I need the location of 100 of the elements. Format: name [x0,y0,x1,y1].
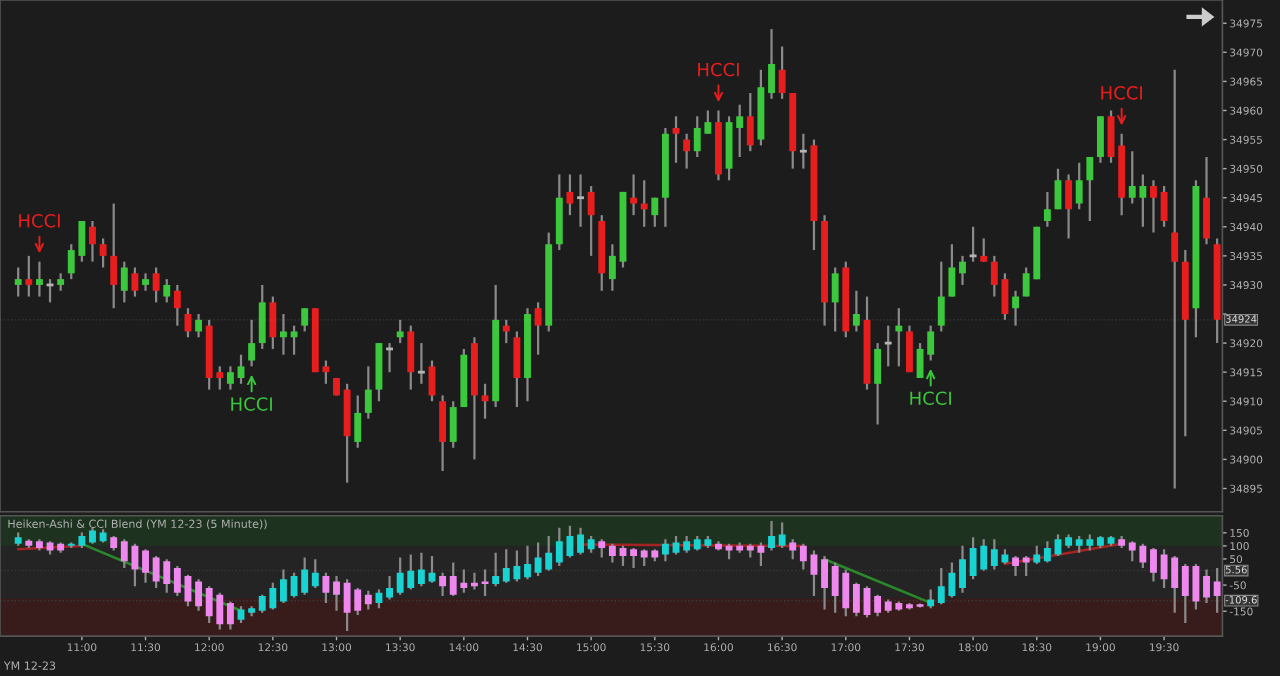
candlestick [1033,544,1041,566]
candlestick [290,324,298,356]
candlestick [789,538,797,561]
candlestick [322,571,330,605]
candlestick [142,548,149,584]
candlestick [301,307,309,333]
candlestick [386,574,394,601]
candlestick [364,365,372,420]
candlestick [534,301,542,356]
candlestick [375,588,383,610]
candlestick [152,266,160,304]
candlestick [937,260,945,333]
candlestick [683,132,691,170]
candlestick [237,353,245,385]
candlestick [173,564,181,598]
candlestick [799,542,807,571]
candlestick [269,295,277,351]
candlestick [821,554,829,611]
candlestick [874,593,882,618]
candlestick [1086,155,1094,223]
annotation: HCCI [698,62,739,77]
candlestick [778,45,786,100]
candlestick [280,568,287,605]
candlestick [672,534,680,556]
candlestick [396,318,404,345]
candlestick [354,394,362,449]
candlestick [439,394,447,473]
candlestick [311,558,319,590]
annotation: HCCI [910,391,951,406]
candlestick [1043,540,1051,564]
candlestick [1150,179,1157,234]
candlestick [1203,568,1210,605]
candlestick [852,289,860,333]
candlestick [1054,533,1062,558]
candlestick [1065,173,1073,240]
candlestick [608,542,616,564]
candlestick [99,237,107,269]
candlestick [927,324,935,362]
candlestick [416,341,427,385]
candlestick [778,521,786,550]
candlestick [768,519,775,552]
candlestick [195,312,203,339]
candlestick [120,260,128,304]
candlestick [746,91,754,153]
candlestick [364,589,372,611]
candlestick [1096,115,1104,164]
candlestick [927,588,935,610]
candlestick [1171,68,1179,490]
candlestick [142,272,149,292]
candlestick [1150,546,1157,583]
candlestick [874,341,882,426]
candlestick [407,324,415,391]
candlestick [980,237,988,263]
candlestick [555,173,563,252]
candlestick [481,568,489,598]
candlestick [1022,554,1030,578]
candlestick [226,600,234,631]
candlestick [608,243,616,292]
candlestick [1075,161,1083,211]
candlestick [768,27,775,100]
candlestick [25,254,33,298]
candlestick [959,544,966,594]
candlestick [449,400,457,449]
candlestick [89,219,96,263]
candlestick [1043,190,1051,228]
candlestick [798,132,809,170]
annotation: HCCI [1101,86,1142,100]
candlestick [513,330,521,409]
candlestick [831,266,839,333]
candlestick [1012,289,1019,327]
candlestick [35,260,43,298]
candlestick [481,382,489,420]
candlestick [248,318,256,368]
candlestick [672,115,680,164]
candlestick [524,544,531,581]
candlestick [577,526,584,556]
candlestick [439,571,447,598]
candlestick [173,283,181,327]
candlestick [575,173,586,228]
candlestick [1203,155,1210,246]
candlestick [1012,554,1019,578]
candlestick [959,254,966,287]
candlestick [163,278,171,304]
candlestick [14,266,22,298]
candlestick [598,538,606,559]
candlestick [661,538,669,563]
candlestick [852,581,860,618]
annotation: HCCI [231,397,272,411]
candlestick [1160,184,1168,228]
candlestick [131,266,139,298]
candlestick [258,283,266,351]
candlestick [587,184,595,257]
annotation: HCCI [19,213,60,228]
candlestick [651,196,659,228]
candlestick [968,225,978,263]
candlestick [195,578,203,612]
candlestick [630,173,638,217]
candlestick [343,382,351,484]
candlestick [492,551,500,588]
candlestick [226,365,234,391]
